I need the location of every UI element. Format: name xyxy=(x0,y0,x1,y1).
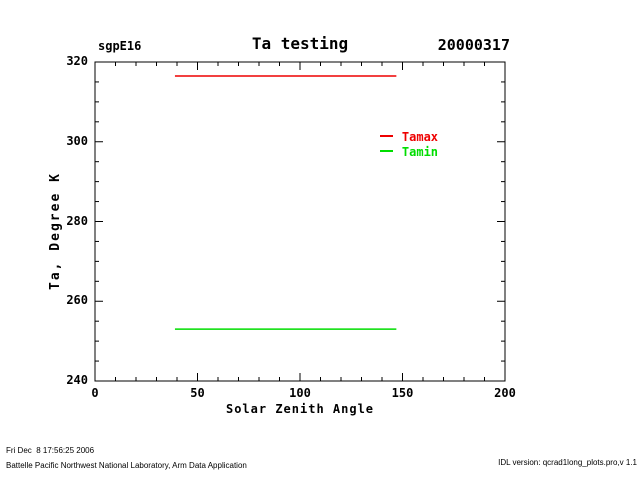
x-tick-label-150: 150 xyxy=(391,386,414,400)
y-tick-label-300: 300 xyxy=(66,133,88,148)
legend-item-tamin: Tamin xyxy=(351,131,438,159)
y-tick-label-240: 240 xyxy=(66,373,88,387)
footer-version-block: IDL version: qcrad1long_plots.pro,v 1.1 … xyxy=(447,443,637,480)
x-tick-label-0: 0 xyxy=(91,386,99,400)
legend-label-tamin: Tamin xyxy=(401,145,439,159)
axes-frame xyxy=(94,61,506,382)
footer-idl-version: IDL version: qcrad1long_plots.pro,v 1.1 xyxy=(498,458,637,467)
y-tick-label-320: 320 xyxy=(66,54,88,68)
footer-laboratory-credit: Battelle Pacific Northwest National Labo… xyxy=(6,461,247,470)
plot-title: Ta testing xyxy=(251,34,349,53)
tamin-line-swatch xyxy=(379,150,393,152)
legend-item-tamax: Tamax xyxy=(351,116,438,144)
x-tick-label-50: 50 xyxy=(190,386,205,400)
x-tick-label-200: 200 xyxy=(494,386,516,400)
legend-label-tamax: Tamax xyxy=(401,130,439,144)
x-tick-label-100: 100 xyxy=(289,386,311,400)
footer-generation-timestamp: Fri Dec 8 17:56:25 2006 xyxy=(6,446,95,455)
site-label: sgpE16 xyxy=(98,39,142,53)
date-label: 20000317 xyxy=(437,36,510,54)
y-tick-label-260: 260 xyxy=(66,293,88,308)
x-axis-title: Solar Zenith Angle xyxy=(225,402,375,416)
y-tick-label-280: 280 xyxy=(66,213,88,228)
tamax-line-swatch xyxy=(379,135,393,137)
